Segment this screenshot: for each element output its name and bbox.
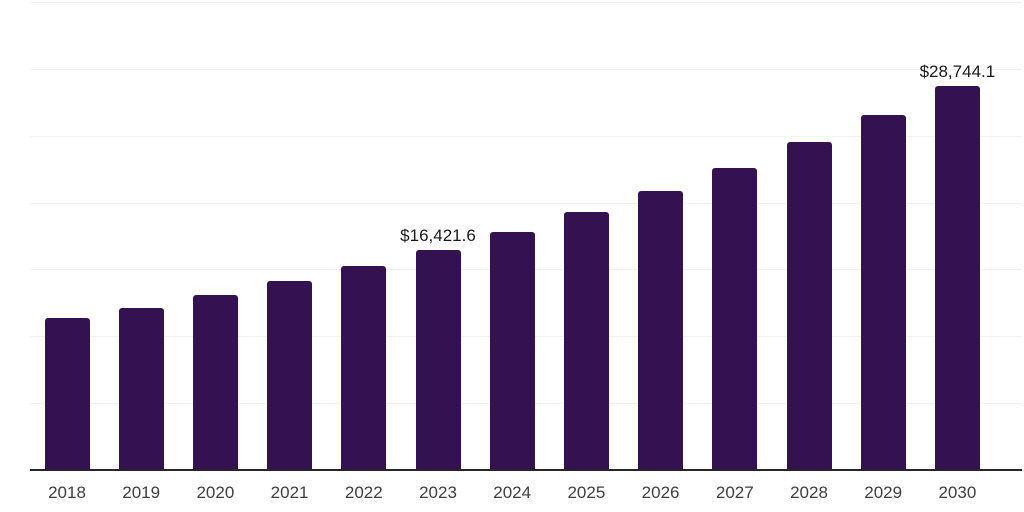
bar-2019 (118, 308, 164, 470)
x-tick-label-2025: 2025 (567, 483, 606, 502)
x-tick-label-2028: 2028 (790, 483, 828, 502)
x-tick-label-2019: 2019 (122, 483, 161, 502)
gridline-35000 (30, 2, 1022, 3)
bar-2022 (341, 266, 387, 470)
bar-2023 (415, 250, 461, 470)
bar-2026 (638, 190, 684, 470)
bar-2027 (712, 167, 758, 470)
x-axis-line (30, 469, 1022, 471)
bar-2020 (192, 294, 238, 470)
x-tick-label-2029: 2029 (864, 483, 903, 502)
value-label-2023: $16,421.6 (400, 226, 476, 246)
x-tick-label-2026: 2026 (641, 483, 680, 502)
bar-2029 (860, 115, 906, 470)
bar-2018 (44, 318, 90, 470)
x-tick-label-2020: 2020 (196, 483, 235, 502)
x-tick-label-2027: 2027 (715, 483, 754, 502)
x-tick-label-2024: 2024 (493, 483, 532, 502)
x-tick-label-2018: 2018 (48, 483, 86, 502)
bar-2028 (786, 142, 832, 470)
bar-2025 (563, 212, 609, 470)
x-tick-label-2022: 2022 (344, 483, 383, 502)
gridline-30000 (30, 68, 1022, 70)
gridline-25000 (30, 135, 1022, 137)
bar-2030 (934, 85, 980, 470)
bar-2021 (267, 280, 313, 470)
x-tick-label-2030: 2030 (938, 483, 977, 502)
bar-2024 (489, 232, 535, 470)
x-tick-label-2021: 2021 (270, 483, 309, 502)
gridline-20000 (30, 202, 1022, 204)
value-label-2030: $28,744.1 (919, 61, 996, 81)
x-tick-label-2023: 2023 (419, 483, 457, 502)
